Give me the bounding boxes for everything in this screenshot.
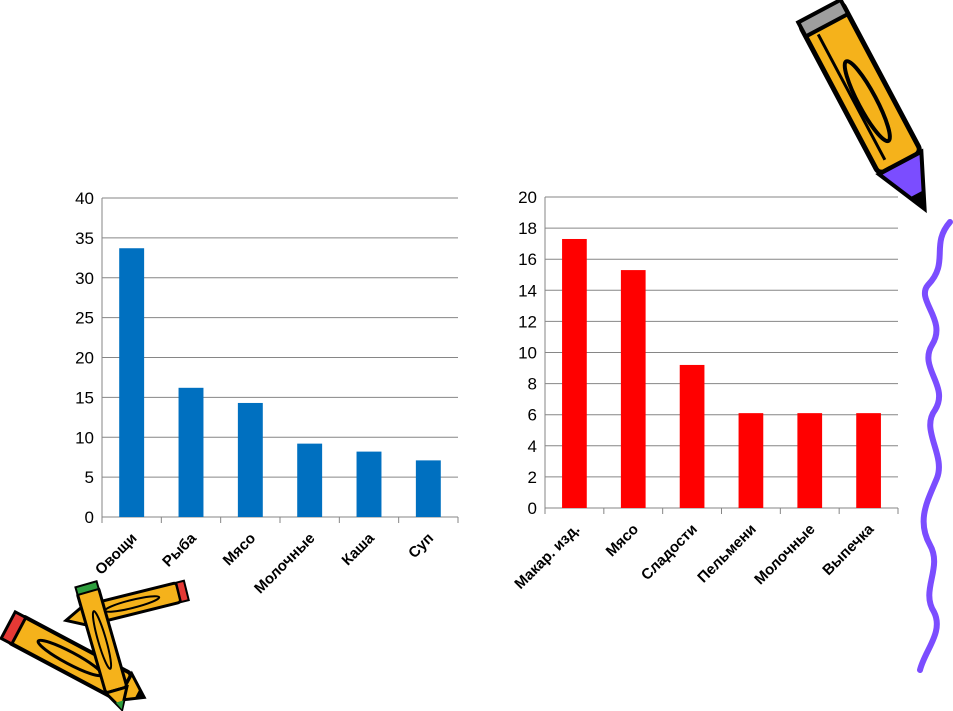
bar — [119, 248, 145, 517]
y-tick-label: 5 — [85, 468, 94, 487]
x-category-label: Молочные — [251, 530, 318, 597]
y-tick-label: 18 — [518, 219, 537, 238]
squiggle-line — [917, 219, 953, 673]
y-tick-label: 0 — [85, 508, 94, 527]
y-tick-label: 30 — [75, 269, 94, 288]
y-tick-label: 4 — [528, 437, 537, 456]
y-tick-label: 0 — [528, 499, 537, 518]
y-tick-label: 8 — [528, 375, 537, 394]
bar — [415, 460, 441, 517]
y-tick-label: 14 — [518, 281, 537, 300]
y-tick-label: 40 — [75, 189, 94, 208]
y-tick-label: 20 — [75, 349, 94, 368]
y-tick-label: 6 — [528, 406, 537, 425]
y-tick-label: 10 — [75, 428, 94, 447]
x-category-label: Овощи — [92, 530, 141, 579]
bar — [856, 413, 881, 508]
y-tick-label: 2 — [528, 468, 537, 487]
chart-right: 0 2 4 6 8 10 12 14 16 18 20 Макар. изд. МясоСладости… — [511, 188, 899, 593]
pencils-icon — [0, 579, 190, 711]
bar — [178, 387, 204, 517]
bar — [356, 451, 382, 517]
y-tick-label: 20 — [518, 188, 537, 207]
x-category-label: Мясо — [603, 521, 642, 560]
y-tick-label: 16 — [518, 250, 537, 269]
bar — [738, 413, 764, 508]
y-tick-label: 10 — [518, 344, 537, 363]
y-tick-label: 25 — [75, 309, 94, 328]
y-tick-label: 35 — [75, 229, 94, 248]
bar — [679, 364, 705, 508]
bar — [297, 443, 323, 517]
x-category-label: Рыба — [159, 529, 200, 570]
x-category-label: Сладости — [638, 521, 701, 584]
x-category-label: Пельмени — [694, 521, 759, 586]
y-tick-label: 15 — [75, 388, 94, 407]
y-tick-label: 12 — [518, 312, 537, 331]
x-category-label: Молочные — [751, 521, 818, 588]
x-category-label: Выпечка — [819, 520, 878, 579]
x-category-label: Мясо — [220, 530, 259, 569]
bar — [562, 238, 587, 509]
bar — [620, 270, 646, 508]
x-category-label: Каша — [339, 529, 379, 569]
x-category-label: Суп — [405, 530, 437, 562]
x-category-label: Макар. изд. — [511, 521, 583, 593]
bar — [797, 413, 823, 508]
bar — [237, 402, 263, 517]
pencil-icon — [795, 0, 927, 214]
